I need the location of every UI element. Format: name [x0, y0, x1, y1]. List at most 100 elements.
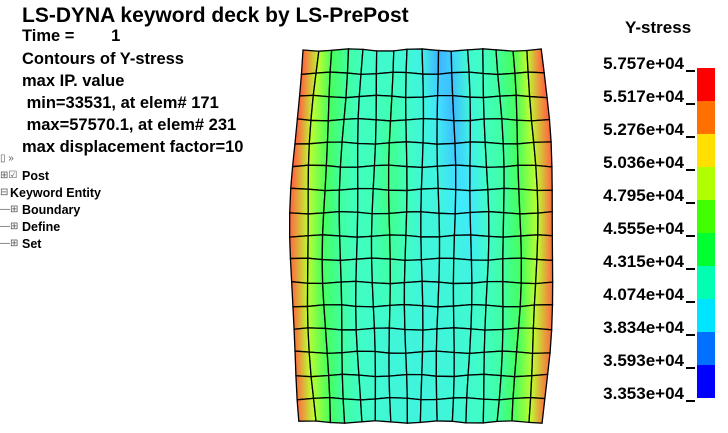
- mesh-element[interactable]: [290, 280, 309, 308]
- mesh-element[interactable]: [420, 373, 438, 401]
- mesh-element[interactable]: [373, 327, 391, 354]
- mesh-element[interactable]: [421, 48, 440, 75]
- mesh-element[interactable]: [358, 73, 378, 98]
- mesh-element[interactable]: [328, 373, 344, 400]
- mesh-element[interactable]: [469, 165, 489, 192]
- mesh-element[interactable]: [341, 117, 359, 145]
- mesh-element[interactable]: [437, 49, 453, 75]
- mesh-element[interactable]: [357, 117, 377, 145]
- mesh-element[interactable]: [469, 141, 488, 169]
- mesh-element[interactable]: [482, 48, 499, 76]
- mesh-element[interactable]: [436, 118, 456, 145]
- mesh-element[interactable]: [422, 73, 439, 98]
- mesh-element[interactable]: [370, 212, 391, 238]
- mesh-element[interactable]: [502, 212, 522, 238]
- mesh-element[interactable]: [518, 188, 539, 215]
- mesh-element[interactable]: [324, 327, 343, 355]
- tree-item-keyword-entity[interactable]: Keyword Entity: [10, 186, 101, 200]
- mesh-element[interactable]: [405, 48, 424, 75]
- mesh-element[interactable]: [372, 304, 391, 329]
- mesh-element[interactable]: [294, 118, 312, 145]
- mesh-element[interactable]: [453, 234, 473, 261]
- mesh-element[interactable]: [486, 258, 504, 283]
- mesh-element[interactable]: [471, 280, 488, 306]
- mesh-element[interactable]: [420, 165, 439, 190]
- mesh-element[interactable]: [420, 187, 440, 215]
- tree-item-define[interactable]: Define: [22, 220, 61, 234]
- mesh-element[interactable]: [537, 210, 553, 237]
- mesh-element[interactable]: [534, 258, 554, 285]
- mesh-element[interactable]: [482, 72, 501, 99]
- mesh-element[interactable]: [343, 95, 360, 121]
- mesh-element[interactable]: [292, 305, 309, 331]
- mesh-element[interactable]: [438, 257, 455, 285]
- mesh-element[interactable]: [371, 282, 391, 308]
- mesh-element[interactable]: [454, 141, 471, 167]
- mesh-element[interactable]: [312, 396, 332, 424]
- mesh-element[interactable]: [388, 303, 406, 331]
- mesh-element[interactable]: [528, 95, 551, 122]
- mesh-element[interactable]: [388, 211, 408, 237]
- mesh-element[interactable]: [406, 373, 423, 401]
- mesh-element[interactable]: [526, 48, 545, 74]
- tree-item-post[interactable]: Post: [22, 169, 50, 183]
- mesh-element[interactable]: [421, 280, 440, 308]
- mesh-element[interactable]: [356, 211, 373, 238]
- mesh-element[interactable]: [307, 327, 328, 355]
- mesh-element[interactable]: [482, 95, 503, 120]
- mesh-element[interactable]: [370, 257, 391, 285]
- mesh-element[interactable]: [437, 187, 457, 215]
- mesh-element[interactable]: [357, 94, 377, 121]
- mesh-element[interactable]: [502, 305, 521, 331]
- mesh-element[interactable]: [535, 164, 553, 192]
- mesh-element[interactable]: [293, 327, 310, 353]
- mesh-element[interactable]: [530, 118, 552, 144]
- mesh-element[interactable]: [405, 211, 422, 238]
- mesh-element[interactable]: [451, 94, 472, 122]
- mesh-element[interactable]: [374, 350, 390, 378]
- mesh-element[interactable]: [519, 212, 539, 237]
- mesh-element[interactable]: [289, 257, 309, 285]
- mesh-element[interactable]: [356, 350, 377, 378]
- mesh-element[interactable]: [470, 303, 487, 331]
- mesh-element[interactable]: [389, 281, 406, 307]
- mesh-element[interactable]: [338, 235, 358, 262]
- mesh-element[interactable]: [339, 258, 358, 283]
- mesh-element[interactable]: [497, 72, 517, 97]
- mesh-element[interactable]: [436, 305, 455, 330]
- mesh-element[interactable]: [485, 166, 505, 191]
- mesh-element[interactable]: [452, 303, 473, 330]
- mesh-element[interactable]: [341, 350, 360, 376]
- mesh-element[interactable]: [529, 373, 549, 400]
- mesh-element[interactable]: [452, 257, 473, 285]
- mesh-element[interactable]: [355, 257, 373, 284]
- mesh-element[interactable]: [338, 166, 359, 191]
- mesh-element[interactable]: [531, 352, 551, 377]
- mesh-element[interactable]: [329, 48, 350, 74]
- mesh-element[interactable]: [517, 164, 539, 192]
- mesh-element[interactable]: [338, 210, 359, 238]
- mesh-element[interactable]: [329, 396, 346, 424]
- mesh-element[interactable]: [502, 280, 522, 308]
- mesh-element[interactable]: [454, 188, 471, 215]
- mesh-element[interactable]: [370, 234, 391, 260]
- mesh-element[interactable]: [450, 49, 470, 74]
- mesh-element[interactable]: [420, 236, 441, 261]
- mesh-element[interactable]: [375, 71, 394, 97]
- mesh-element[interactable]: [469, 210, 490, 238]
- mesh-element[interactable]: [500, 350, 518, 378]
- mesh-element[interactable]: [289, 187, 309, 215]
- mesh-element[interactable]: [355, 327, 376, 353]
- mesh-element[interactable]: [422, 94, 439, 120]
- mesh-element[interactable]: [345, 72, 362, 99]
- mesh-element[interactable]: [324, 164, 342, 192]
- mesh-element[interactable]: [483, 373, 502, 401]
- tree-item-boundary[interactable]: Boundary: [22, 203, 81, 217]
- mesh-element[interactable]: [405, 350, 424, 376]
- mesh-element[interactable]: [466, 373, 485, 400]
- mesh-element[interactable]: [307, 141, 329, 167]
- expand-icon[interactable]: —⊞: [0, 221, 19, 232]
- mesh-element[interactable]: [307, 188, 326, 215]
- mesh-element[interactable]: [404, 234, 423, 262]
- mesh-element[interactable]: [406, 188, 423, 213]
